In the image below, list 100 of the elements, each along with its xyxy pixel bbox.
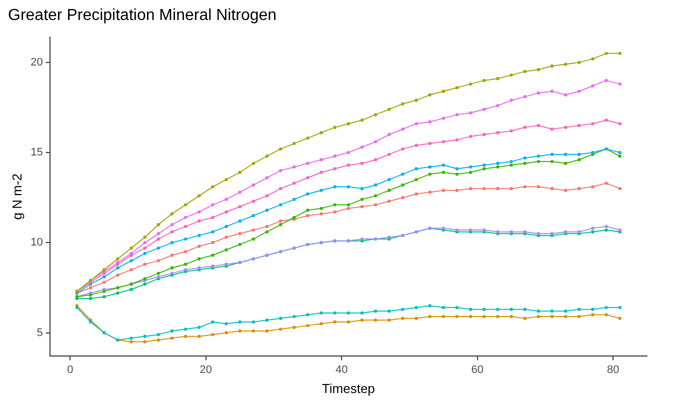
- point: [252, 237, 256, 241]
- point: [374, 158, 378, 162]
- point: [278, 168, 282, 172]
- point: [578, 314, 581, 318]
- point: [591, 57, 594, 60]
- point: [102, 280, 106, 284]
- x-tick-label: 80: [606, 364, 620, 376]
- point: [238, 190, 242, 194]
- point: [388, 200, 391, 203]
- point: [238, 219, 242, 223]
- point: [618, 52, 622, 56]
- point: [578, 60, 581, 64]
- x-tick-label: 20: [200, 364, 212, 376]
- point: [428, 93, 432, 96]
- point: [550, 128, 554, 131]
- point: [143, 340, 146, 344]
- point: [198, 219, 201, 223]
- point: [482, 186, 486, 190]
- point: [604, 118, 608, 122]
- point: [306, 176, 310, 180]
- y-tick-label: 10: [30, 236, 43, 249]
- point: [346, 164, 350, 167]
- point: [252, 162, 256, 165]
- point: [184, 328, 188, 331]
- point: [468, 134, 472, 138]
- point: [116, 266, 120, 270]
- point: [428, 120, 432, 124]
- point: [510, 98, 513, 102]
- point: [292, 165, 296, 169]
- point: [238, 242, 242, 246]
- x-tick-label: 0: [67, 364, 74, 376]
- point: [388, 310, 391, 313]
- point: [278, 316, 282, 320]
- point: [564, 126, 568, 129]
- point: [211, 185, 214, 188]
- point: [578, 90, 581, 93]
- point: [591, 230, 594, 234]
- point: [455, 138, 459, 142]
- point: [130, 259, 133, 262]
- point: [306, 214, 310, 218]
- point: [414, 316, 418, 320]
- point: [414, 167, 418, 170]
- point: [564, 310, 568, 313]
- point: [116, 292, 120, 295]
- point: [360, 318, 364, 322]
- point: [523, 185, 526, 188]
- point: [604, 78, 608, 82]
- point: [278, 186, 282, 190]
- point: [374, 318, 378, 322]
- point: [88, 286, 92, 290]
- point: [428, 314, 432, 318]
- point: [143, 241, 146, 244]
- point: [591, 185, 594, 188]
- point: [414, 98, 418, 102]
- point: [252, 228, 256, 232]
- point: [550, 64, 554, 68]
- point: [224, 322, 228, 326]
- point: [238, 320, 242, 324]
- point: [360, 118, 364, 122]
- point: [523, 95, 526, 98]
- point: [306, 192, 310, 196]
- point: [550, 152, 554, 156]
- point: [496, 186, 500, 190]
- point: [414, 192, 418, 196]
- point: [428, 190, 432, 194]
- point: [156, 259, 160, 262]
- y-tick-label: 15: [30, 146, 43, 159]
- point: [143, 246, 146, 250]
- point: [252, 183, 256, 187]
- point: [156, 332, 160, 336]
- point: [320, 131, 323, 134]
- point: [143, 282, 146, 286]
- point: [252, 214, 256, 218]
- point: [496, 314, 500, 318]
- point: [523, 156, 526, 160]
- point: [496, 77, 500, 80]
- point: [374, 310, 378, 313]
- point: [550, 310, 554, 313]
- point: [306, 324, 310, 328]
- point: [604, 52, 608, 56]
- point: [591, 308, 594, 311]
- point: [388, 132, 391, 136]
- point: [265, 318, 269, 322]
- point: [170, 241, 174, 244]
- point: [536, 68, 540, 72]
- point: [455, 306, 459, 310]
- point: [156, 246, 160, 250]
- point: [211, 230, 214, 234]
- point: [143, 334, 146, 338]
- point: [401, 183, 404, 187]
- point: [564, 314, 568, 318]
- point: [523, 308, 526, 311]
- point: [156, 223, 160, 226]
- point: [170, 212, 174, 216]
- point: [468, 170, 472, 174]
- point: [374, 183, 378, 187]
- point: [265, 208, 269, 212]
- point: [401, 308, 404, 311]
- point: [238, 329, 242, 333]
- point: [591, 84, 594, 88]
